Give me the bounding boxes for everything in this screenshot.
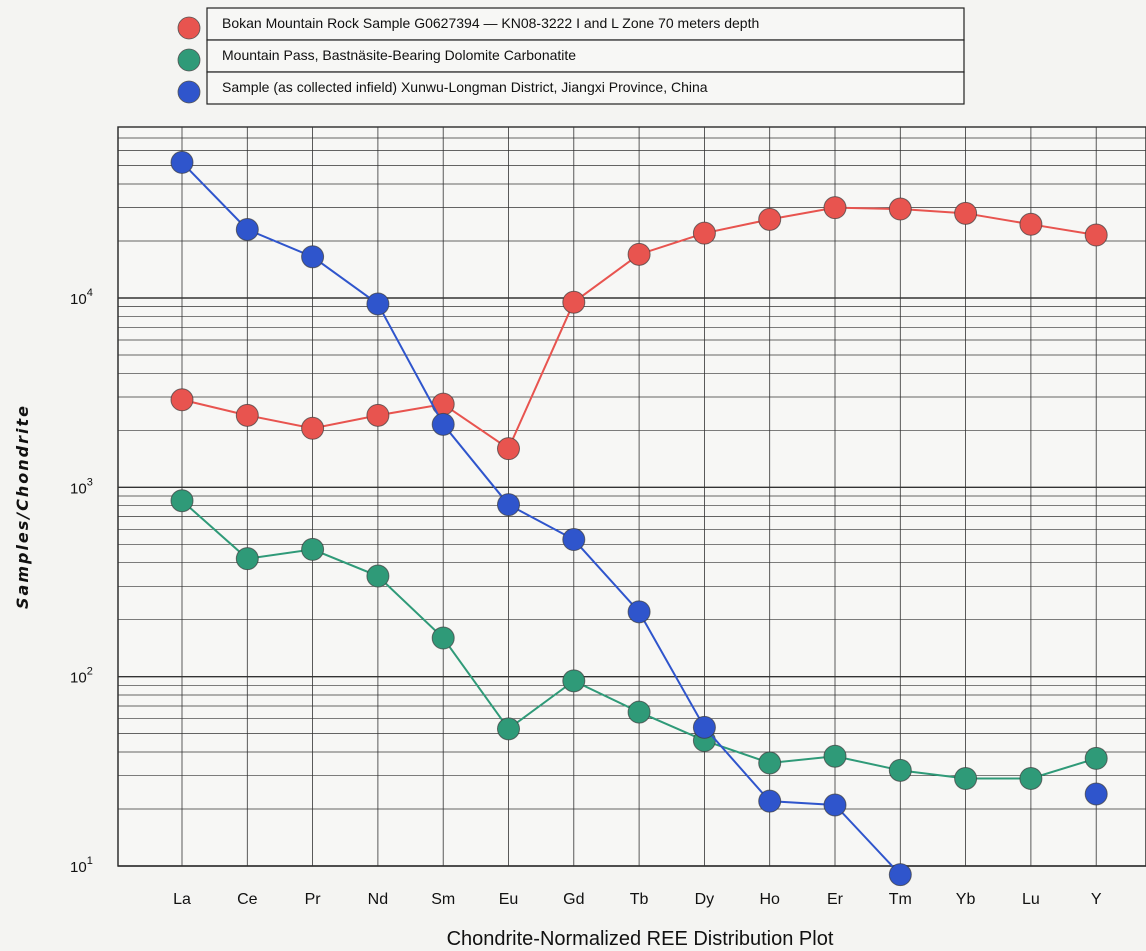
data-point-1-Eu: [497, 437, 520, 461]
data-point-1-La: [170, 388, 194, 412]
x-axis-label: Chondrite-Normalized REE Distribution Pl…: [447, 928, 834, 950]
data-point-3-Ho: [758, 789, 782, 813]
x-tick-label-Ce: Ce: [237, 891, 258, 908]
x-tick-label-Y: Y: [1091, 891, 1102, 908]
data-point-3-Sm: [431, 412, 455, 436]
legend-label-3: Sample (as collected infield) Xunwu-Long…: [222, 79, 708, 95]
y-tick-base: 10: [70, 670, 87, 687]
y-tick-exponent: 4: [87, 287, 93, 299]
y-tick-exponent: 1: [87, 855, 93, 867]
data-point-1-Gd: [562, 290, 586, 314]
plot-grid: [117, 126, 1146, 867]
series-layer: [170, 150, 1108, 887]
data-point-3-Ce: [235, 217, 259, 241]
data-point-1-Nd: [366, 403, 390, 427]
legend-marker-3: [177, 80, 201, 104]
y-tick-base: 10: [70, 291, 87, 308]
x-tick-label-Sm: Sm: [431, 891, 455, 908]
x-tick-label-Yb: Yb: [956, 891, 976, 908]
plot-area: [117, 126, 1146, 867]
data-point-2-Ho: [758, 751, 782, 775]
data-point-2-Eu: [497, 717, 520, 741]
x-tick-label-Tm: Tm: [889, 891, 912, 908]
y-tick-label: 103: [70, 476, 93, 497]
data-point-1-Dy: [692, 221, 716, 245]
x-tick-label-Er: Er: [827, 891, 844, 908]
x-tick-label-Pr: Pr: [305, 891, 322, 908]
data-point-2-Pr: [301, 537, 325, 561]
data-point-1-Y: [1084, 223, 1108, 247]
legend-row-box: [206, 39, 965, 73]
data-point-2-Tb: [627, 700, 651, 724]
data-point-2-Yb: [954, 766, 978, 790]
x-tick-label-Tb: Tb: [630, 891, 649, 908]
y-tick-base: 10: [70, 859, 87, 876]
y-tick-label: 101: [70, 855, 93, 876]
y-tick-base: 10: [70, 480, 87, 497]
data-point-1-Tb: [627, 242, 651, 266]
y-tick-exponent: 2: [87, 666, 93, 678]
data-point-3-Er: [823, 793, 847, 817]
x-tick-label-Ho: Ho: [759, 891, 780, 908]
data-point-2-Tm: [888, 758, 912, 782]
series-3: [170, 150, 1108, 887]
data-point-3-La: [170, 150, 194, 174]
data-point-1-Pr: [301, 416, 325, 440]
y-tick-label: 102: [70, 666, 93, 687]
legend-row-box: [206, 7, 965, 41]
axes: La Ce Pr Nd Sm Eu Gd Tb Dy Ho Er Tm Yb Lu Y10110210310…: [13, 287, 1102, 950]
legend-marker-2: [177, 48, 201, 72]
data-point-2-Sm: [431, 626, 455, 650]
data-point-3-Pr: [301, 245, 325, 269]
x-tick-label-Eu: Eu: [499, 891, 519, 908]
series-2: [170, 489, 1108, 790]
x-tick-label-Dy: Dy: [695, 891, 715, 908]
data-point-1-Yb: [954, 201, 978, 225]
data-point-2-Lu: [1019, 766, 1043, 790]
data-point-3-Gd: [562, 528, 586, 552]
data-point-3-Nd: [366, 292, 390, 316]
x-tick-label-Nd: Nd: [368, 891, 388, 908]
data-point-2-La: [170, 489, 194, 513]
legend-label-1: Bokan Mountain Rock Sample G0627394 — KN…: [222, 15, 759, 31]
data-point-3-Eu: [497, 493, 520, 517]
data-point-1-Tm: [888, 197, 912, 221]
data-point-2-Er: [823, 744, 847, 768]
x-tick-label-La: La: [173, 891, 191, 908]
data-point-3-Tm: [888, 863, 912, 887]
series-1: [170, 196, 1108, 461]
data-point-1-Lu: [1019, 212, 1043, 236]
data-point-2-Gd: [562, 669, 586, 693]
data-point-3-Y: [1084, 782, 1108, 806]
legend-row-box: [206, 71, 965, 105]
data-point-2-Ce: [235, 547, 259, 571]
x-tick-label-Lu: Lu: [1022, 891, 1040, 908]
data-point-2-Nd: [366, 564, 390, 588]
data-point-2-Y: [1084, 746, 1108, 770]
y-axis-label: Samples/Chondrite: [13, 404, 32, 609]
legend-marker-1: [177, 16, 201, 40]
data-point-1-Ce: [235, 403, 259, 427]
x-tick-label-Gd: Gd: [563, 891, 584, 908]
y-tick-exponent: 3: [87, 476, 93, 488]
legend-label-2: Mountain Pass, Bastnäsite-Bearing Dolomi…: [222, 47, 576, 63]
data-point-1-Ho: [758, 207, 782, 231]
data-point-3-Tb: [627, 600, 651, 624]
legend: Bokan Mountain Rock Sample G0627394 — KN…: [177, 7, 965, 105]
data-point-1-Er: [823, 196, 847, 220]
data-point-3-Dy: [692, 715, 716, 739]
y-tick-label: 104: [70, 287, 93, 308]
